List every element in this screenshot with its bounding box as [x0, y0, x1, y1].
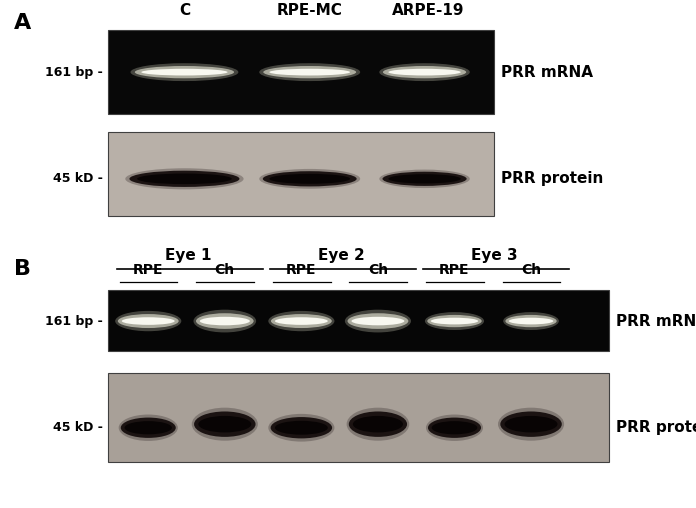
Bar [108, 132, 494, 216]
Text: RPE: RPE [439, 263, 470, 277]
Ellipse shape [275, 317, 328, 325]
Text: PRR protein: PRR protein [501, 171, 603, 186]
Ellipse shape [347, 313, 409, 329]
Text: 45 kD -: 45 kD - [53, 172, 103, 185]
Text: Ch: Ch [368, 263, 388, 277]
Ellipse shape [260, 169, 361, 188]
Ellipse shape [503, 312, 559, 330]
Text: C: C [179, 3, 190, 18]
Ellipse shape [129, 171, 239, 187]
Ellipse shape [500, 411, 562, 437]
Text: Eye 1: Eye 1 [165, 248, 211, 263]
Ellipse shape [115, 311, 181, 331]
Text: Eye 3: Eye 3 [471, 248, 517, 263]
Ellipse shape [425, 312, 484, 330]
Ellipse shape [269, 414, 334, 441]
Ellipse shape [194, 411, 255, 437]
Text: 45 kD -: 45 kD - [53, 421, 103, 434]
Ellipse shape [200, 317, 250, 325]
Ellipse shape [191, 407, 258, 440]
Text: RPE: RPE [286, 263, 317, 277]
Text: PRR mRNA: PRR mRNA [501, 65, 593, 80]
Ellipse shape [379, 63, 470, 81]
Text: PRR mRNA: PRR mRNA [616, 313, 696, 329]
Ellipse shape [431, 318, 478, 325]
Ellipse shape [125, 168, 244, 189]
Text: B: B [14, 259, 31, 279]
Ellipse shape [347, 407, 409, 440]
Text: Ch: Ch [215, 263, 235, 277]
Ellipse shape [269, 174, 350, 184]
Ellipse shape [122, 317, 175, 325]
Ellipse shape [271, 417, 332, 438]
Ellipse shape [193, 310, 256, 332]
Ellipse shape [379, 170, 470, 188]
Ellipse shape [509, 318, 553, 325]
Ellipse shape [383, 172, 466, 186]
Text: Eye 2: Eye 2 [317, 248, 365, 263]
Ellipse shape [349, 411, 407, 437]
Ellipse shape [275, 421, 328, 435]
Ellipse shape [505, 416, 557, 432]
Ellipse shape [118, 415, 178, 441]
Text: 161 bp -: 161 bp - [45, 314, 103, 328]
Ellipse shape [432, 421, 477, 434]
Ellipse shape [131, 63, 238, 81]
Ellipse shape [141, 69, 228, 76]
Ellipse shape [427, 315, 482, 327]
Ellipse shape [263, 66, 356, 78]
Ellipse shape [388, 69, 461, 76]
Bar [108, 290, 609, 351]
Ellipse shape [388, 174, 461, 183]
Ellipse shape [137, 174, 232, 184]
Text: 161 bp -: 161 bp - [45, 66, 103, 79]
Ellipse shape [269, 311, 334, 331]
Text: A: A [14, 13, 31, 33]
Ellipse shape [426, 415, 483, 441]
Ellipse shape [428, 418, 481, 438]
Ellipse shape [118, 314, 179, 328]
Text: Ch: Ch [521, 263, 541, 277]
Text: ARPE-19: ARPE-19 [392, 3, 464, 18]
Text: PRR protein: PRR protein [616, 420, 696, 435]
Ellipse shape [263, 171, 356, 186]
Ellipse shape [125, 421, 172, 434]
Ellipse shape [353, 416, 403, 432]
Bar [108, 373, 609, 462]
Ellipse shape [351, 317, 404, 325]
Ellipse shape [269, 69, 350, 76]
Ellipse shape [196, 313, 253, 329]
Ellipse shape [505, 315, 557, 327]
Ellipse shape [135, 66, 234, 78]
Ellipse shape [198, 416, 251, 432]
Ellipse shape [345, 310, 411, 332]
Ellipse shape [260, 63, 361, 81]
Ellipse shape [383, 66, 466, 78]
Text: RPE-MC: RPE-MC [277, 3, 342, 18]
Text: RPE: RPE [133, 263, 164, 277]
Bar [108, 30, 494, 114]
Ellipse shape [120, 418, 176, 438]
Ellipse shape [498, 407, 564, 440]
Ellipse shape [271, 314, 332, 328]
